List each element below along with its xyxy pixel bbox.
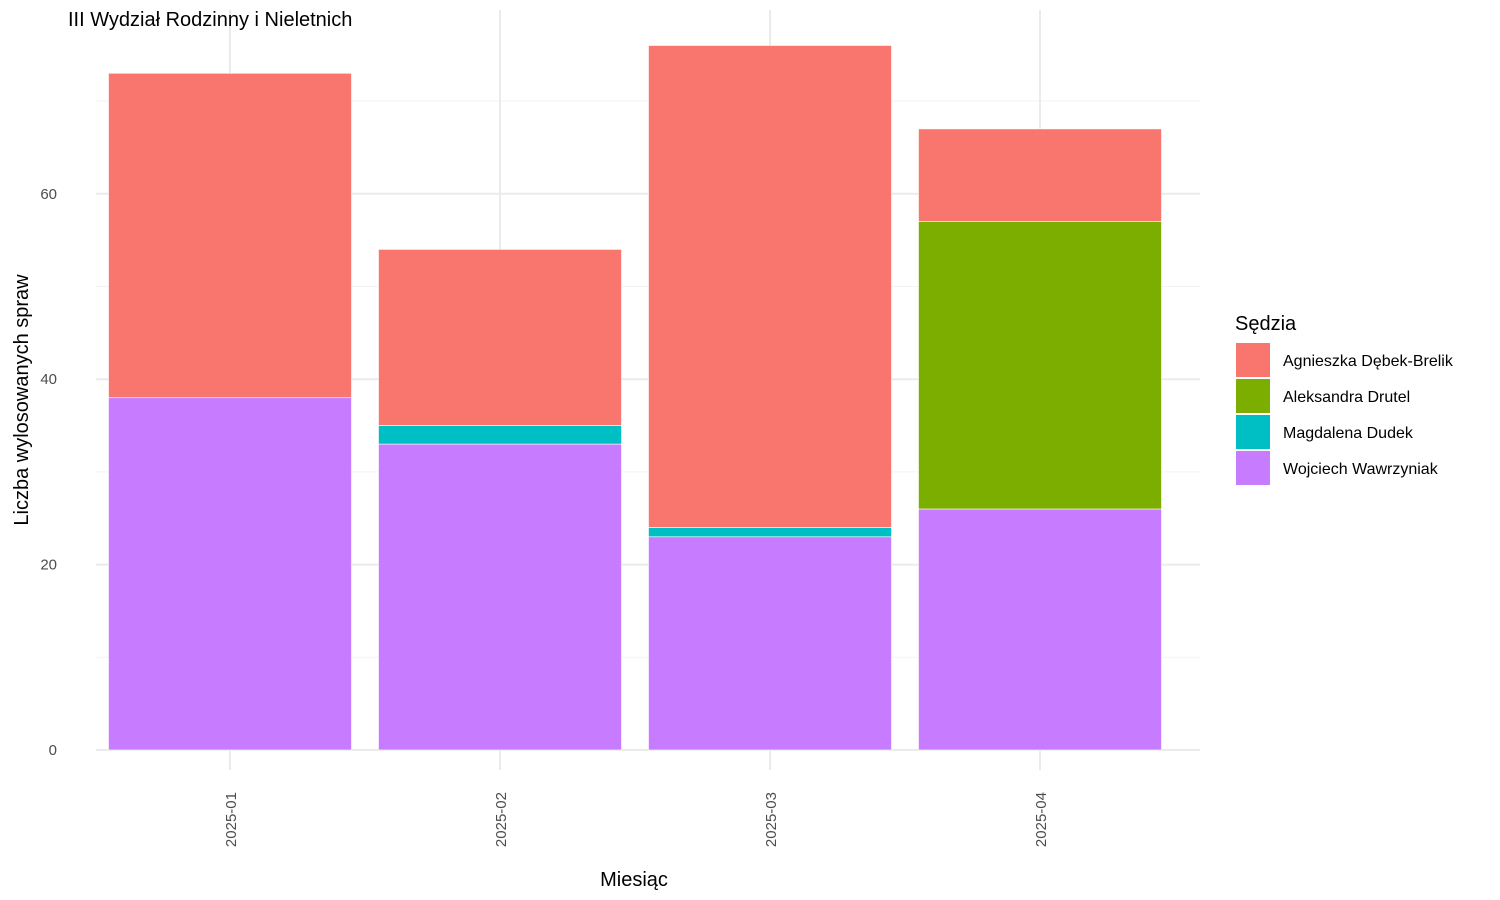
bars — [108, 45, 1162, 751]
bar-segment — [378, 443, 622, 751]
y-tick-label: 40 — [40, 371, 57, 388]
x-tick-label: 2025-03 — [763, 792, 780, 847]
legend-title: Sędzia — [1235, 313, 1297, 335]
bar-segment — [918, 221, 1162, 510]
bar-segment — [648, 45, 892, 528]
x-axis-title: Miesiąc — [600, 869, 668, 891]
x-axis-ticks: 2025-01 2025-02 2025-03 2025-04 — [223, 792, 1050, 847]
legend-label: Agnieszka Dębek-Brelik — [1283, 353, 1454, 370]
bar-segment — [918, 508, 1162, 751]
bar-segment — [108, 72, 352, 399]
bar-segment — [918, 128, 1162, 222]
bar-segment — [648, 536, 892, 751]
legend-swatch — [1236, 379, 1270, 413]
x-tick-label: 2025-04 — [1033, 792, 1050, 847]
y-axis-ticks: 0 20 40 60 — [40, 186, 57, 759]
bar-segment — [108, 397, 352, 751]
legend-label: Magdalena Dudek — [1283, 425, 1414, 442]
y-axis-title: Liczba wylosowanych spraw — [11, 274, 33, 526]
legend-swatch — [1236, 451, 1270, 485]
legend: Sędzia Agnieszka Dębek-Brelik Aleksandra … — [1235, 313, 1454, 485]
legend-swatch — [1236, 343, 1270, 377]
legend-label: Wojciech Wawrzyniak — [1283, 461, 1439, 478]
y-tick-label: 60 — [40, 186, 57, 203]
chart-title: III Wydział Rodzinny i Nieletnich — [68, 9, 352, 31]
bar-segment — [648, 527, 892, 538]
legend-swatch — [1236, 415, 1270, 449]
x-tick-label: 2025-02 — [493, 792, 510, 847]
legend-label: Aleksandra Drutel — [1283, 389, 1410, 406]
y-tick-label: 20 — [40, 557, 57, 574]
bar-segment — [378, 249, 622, 426]
y-tick-label: 0 — [49, 742, 57, 759]
x-tick-label: 2025-01 — [223, 792, 240, 847]
bar-segment — [378, 425, 622, 445]
